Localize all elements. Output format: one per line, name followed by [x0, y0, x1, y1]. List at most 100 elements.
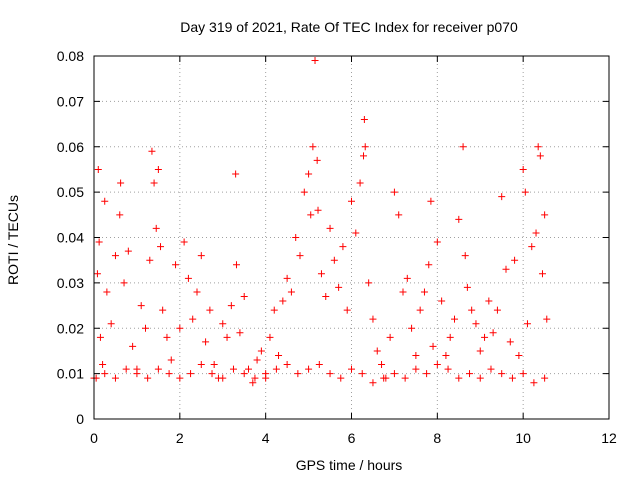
data-point: [386, 333, 394, 341]
data-point: [339, 243, 347, 251]
data-point: [420, 288, 428, 296]
data-point: [348, 197, 355, 205]
data-point: [187, 370, 195, 378]
data-point: [461, 252, 469, 260]
data-point: [279, 297, 287, 305]
data-point: [534, 143, 542, 151]
data-point: [476, 374, 484, 382]
data-point: [294, 370, 302, 378]
data-point: [229, 365, 237, 373]
data-point: [101, 197, 109, 205]
data-point: [219, 320, 227, 328]
data-point: [266, 333, 274, 341]
data-point: [111, 374, 119, 382]
data-point: [180, 238, 188, 246]
data-point: [117, 179, 125, 187]
data-point: [481, 333, 489, 341]
data-point: [511, 256, 519, 264]
data-point: [412, 365, 420, 373]
data-point: [493, 306, 501, 314]
y-tick-label: 0.03: [57, 275, 84, 291]
data-point: [154, 365, 162, 373]
data-point: [399, 288, 407, 296]
data-points: [90, 57, 551, 387]
data-point: [515, 351, 523, 359]
data-point: [176, 324, 184, 332]
data-point: [257, 347, 265, 355]
x-tick-label: 2: [176, 430, 184, 446]
data-point: [446, 333, 454, 341]
data-point: [223, 333, 231, 341]
data-point: [249, 379, 257, 387]
data-point: [425, 261, 433, 269]
data-point: [395, 211, 403, 219]
data-point: [530, 379, 538, 387]
data-point: [451, 315, 458, 323]
data-point: [202, 338, 210, 346]
data-point: [144, 374, 152, 382]
data-point: [124, 247, 132, 255]
data-point: [498, 193, 506, 201]
data-point: [390, 370, 398, 378]
data-point: [519, 370, 527, 378]
data-point: [330, 256, 338, 264]
data-point: [322, 292, 330, 300]
data-point: [358, 370, 366, 378]
data-point: [154, 165, 162, 173]
data-point: [99, 361, 107, 369]
data-point: [352, 229, 360, 237]
data-point: [311, 57, 319, 65]
data-point: [251, 374, 259, 382]
y-tick-label: 0.08: [57, 48, 84, 64]
data-point: [455, 215, 463, 223]
x-tick-label: 0: [90, 430, 98, 446]
data-point: [378, 361, 386, 369]
data-point: [189, 315, 197, 323]
data-point: [427, 197, 435, 205]
data-point: [270, 306, 278, 314]
data-point: [543, 315, 551, 323]
data-point: [236, 329, 244, 337]
data-point: [210, 361, 218, 369]
data-point: [272, 365, 280, 373]
data-point: [157, 243, 165, 251]
data-point: [193, 288, 201, 296]
data-point: [468, 306, 476, 314]
data-point: [197, 361, 205, 369]
data-point: [219, 374, 227, 382]
data-point: [538, 270, 546, 278]
data-point: [137, 302, 145, 310]
data-point: [343, 306, 351, 314]
data-point: [489, 329, 497, 337]
data-point: [326, 224, 334, 232]
data-point: [337, 374, 345, 382]
data-point: [96, 333, 104, 341]
data-point: [361, 143, 369, 151]
data-point: [401, 374, 409, 382]
y-tick-label: 0.05: [57, 184, 84, 200]
data-point: [133, 370, 141, 378]
data-point: [159, 306, 167, 314]
y-tick-label: 0.04: [57, 230, 84, 246]
data-point: [466, 370, 474, 378]
data-point: [116, 211, 124, 219]
data-point: [167, 356, 175, 364]
data-point: [506, 338, 514, 346]
data-point: [455, 374, 463, 382]
data-point: [283, 274, 291, 282]
data-point: [129, 342, 137, 350]
data-point: [433, 361, 441, 369]
data-point: [463, 283, 471, 291]
data-point: [502, 265, 510, 273]
data-point: [438, 297, 446, 305]
data-point: [148, 147, 156, 155]
data-point: [172, 261, 180, 269]
x-tick-label: 10: [515, 430, 531, 446]
data-point: [275, 351, 283, 359]
data-point: [369, 379, 377, 387]
x-tick-label: 8: [433, 430, 441, 446]
data-point: [356, 179, 364, 187]
data-point: [245, 365, 252, 373]
x-axis-label: GPS time / hours: [296, 457, 403, 473]
